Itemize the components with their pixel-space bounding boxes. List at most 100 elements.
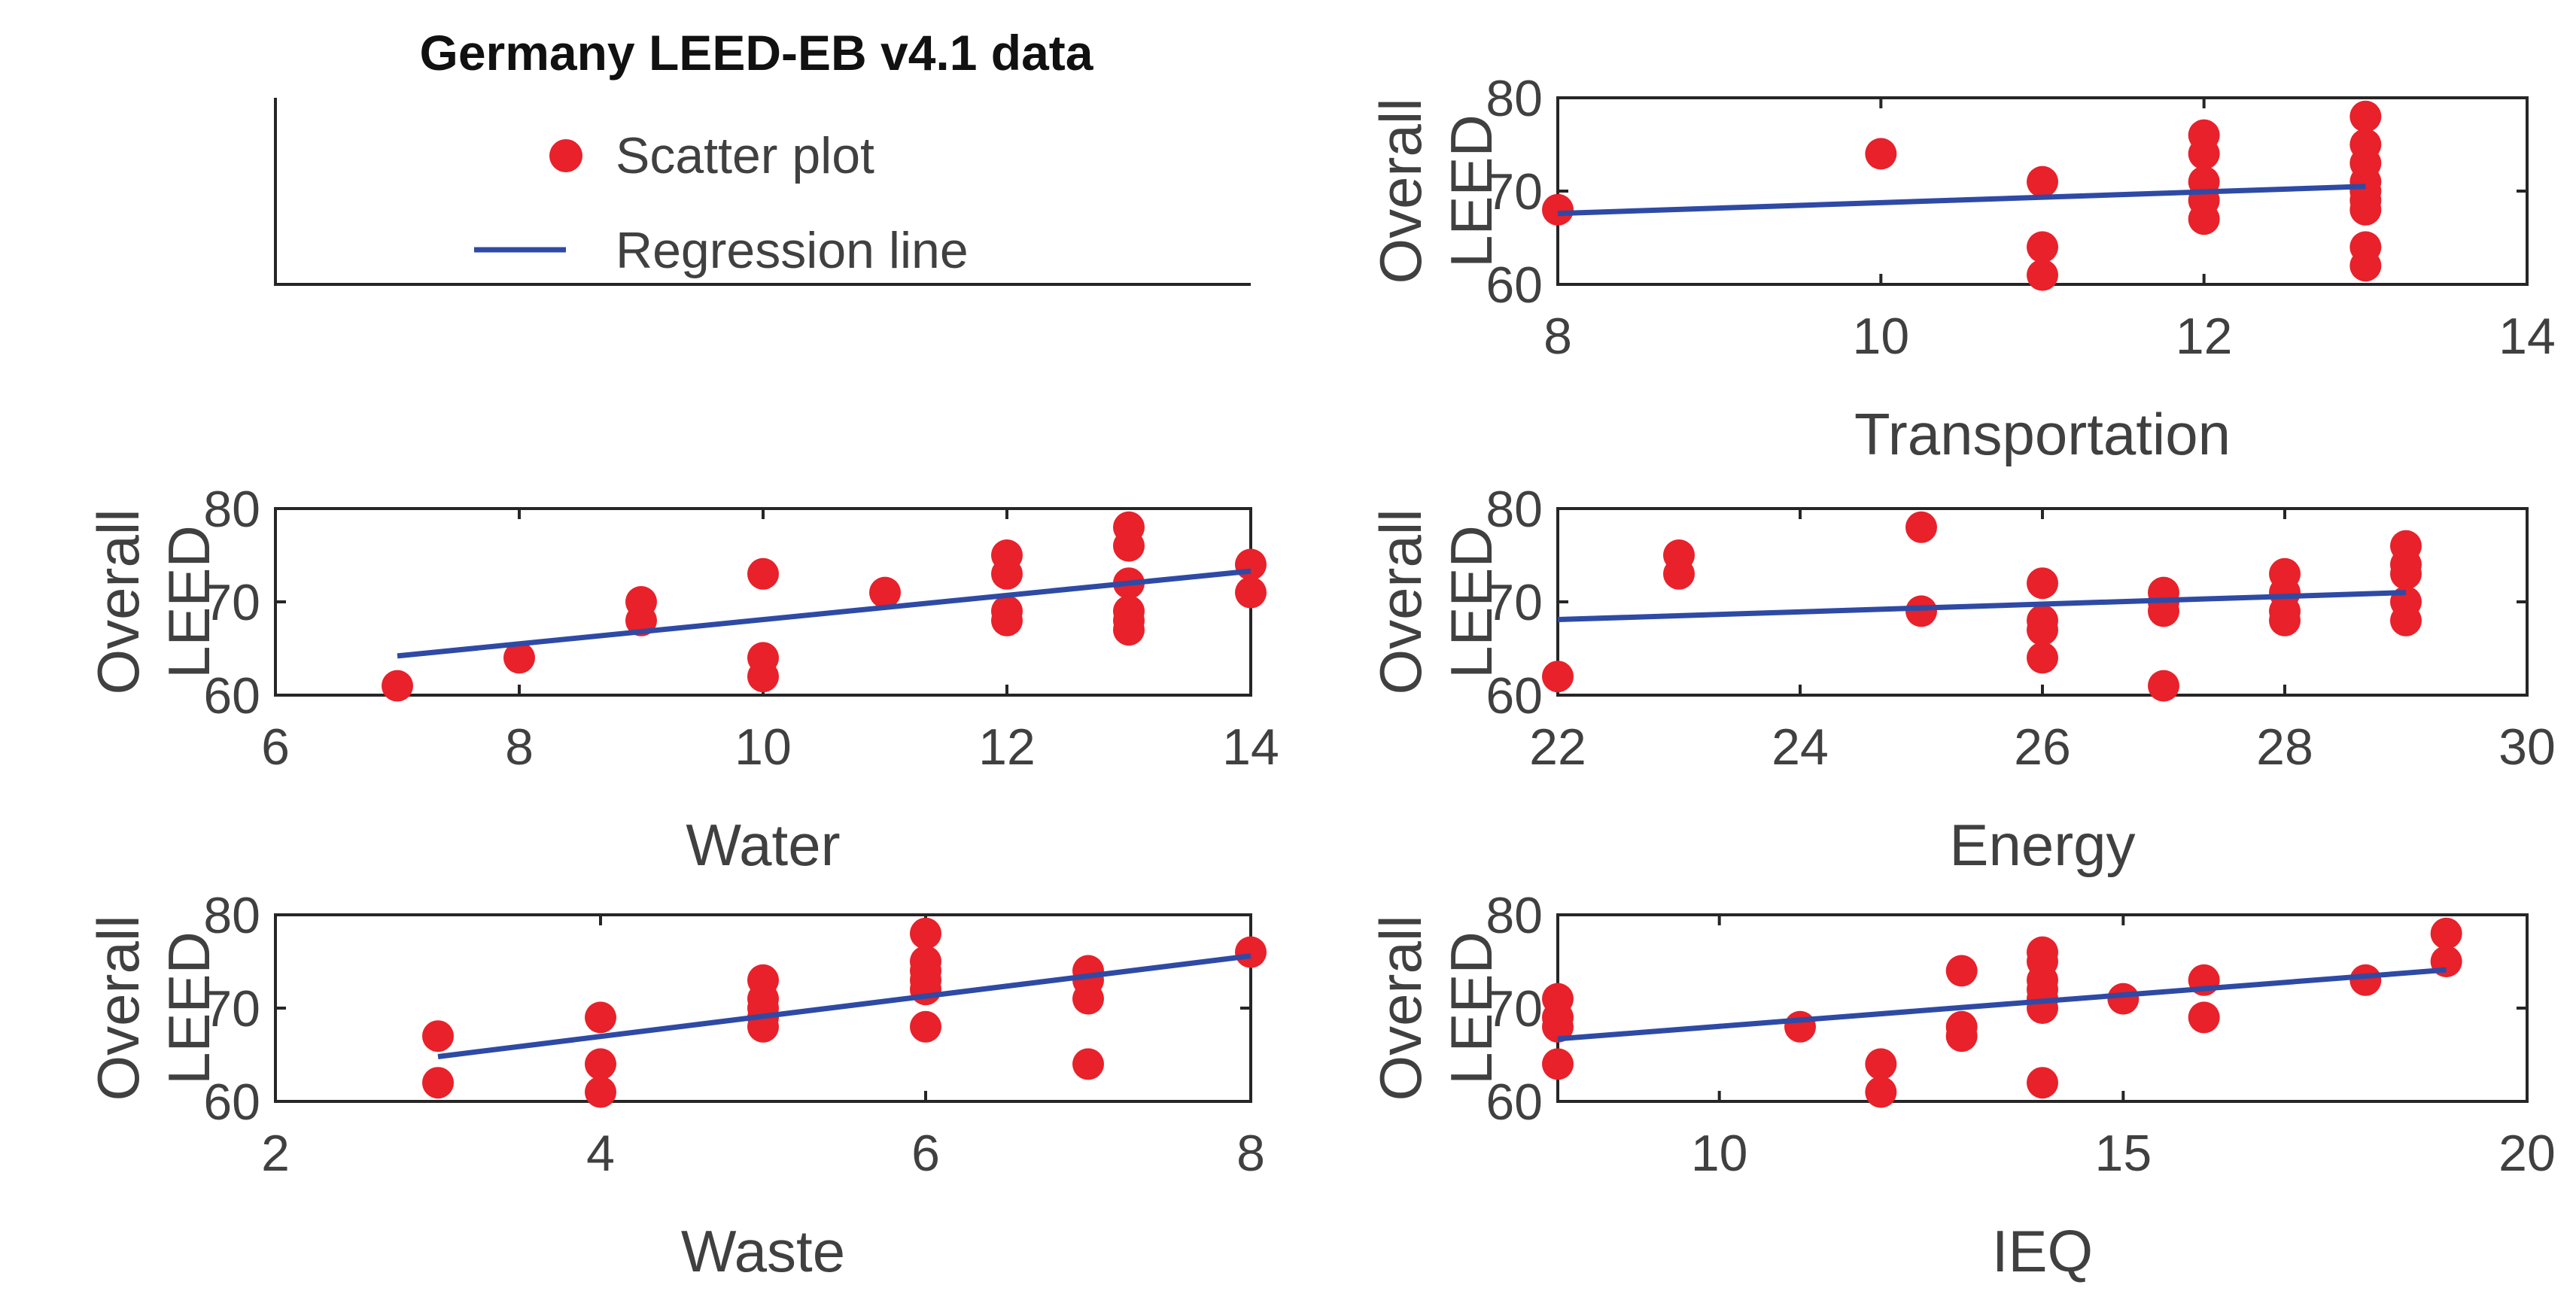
transportation-scatter-point <box>2349 100 2382 132</box>
energy-yaxis-label-line1: Overall <box>1367 509 1434 694</box>
transportation-scatter-point <box>2027 231 2058 263</box>
water-yaxis-label-line2: LEED <box>156 525 222 679</box>
transportation-scatter-point <box>2188 203 2220 235</box>
energy-scatter-point <box>2390 604 2422 636</box>
ieq-scatter-point <box>1945 1020 1978 1052</box>
transportation-scatter-point <box>2188 138 2220 170</box>
ieq-ytick-label: 80 <box>1486 887 1543 944</box>
waste-scatter-point <box>910 974 941 1006</box>
waste-xtick-label: 8 <box>1236 1125 1265 1182</box>
ieq-scatter-point <box>1542 1010 1574 1043</box>
transportation-scatter-point <box>2349 193 2382 226</box>
energy-xaxis-label: Energy <box>1949 812 2135 878</box>
water-scatter-point <box>747 661 779 693</box>
water-scatter-point <box>1235 548 1267 581</box>
ieq-scatter-point <box>1542 1048 1574 1080</box>
waste-scatter-point <box>585 1076 616 1108</box>
ieq-scatter-point <box>1865 1076 1897 1108</box>
waste-scatter-point <box>910 917 941 949</box>
transportation-xtick-label: 8 <box>1543 308 1572 365</box>
transportation-xaxis-label: Transportation <box>1854 401 2231 467</box>
water-scatter-point <box>1113 530 1145 562</box>
water-yaxis-label-line1: Overall <box>85 509 151 694</box>
waste-xtick-label: 4 <box>586 1125 615 1182</box>
water-regression-line <box>397 568 1252 659</box>
transportation-yaxis-label-line1: Overall <box>1367 98 1434 284</box>
ieq-ytick-label: 60 <box>1486 1074 1543 1131</box>
water-scatter-point <box>382 670 413 702</box>
waste-xaxis-label: Waste <box>681 1218 845 1284</box>
subplot-waste: 60 70 80 2 4 6 8 Waste Overall LEED <box>85 887 1267 1284</box>
energy-xtick-label: 22 <box>1529 718 1586 776</box>
waste-scatter-point <box>910 1010 941 1043</box>
energy-xtick-label: 24 <box>1772 718 1829 776</box>
ieq-yaxis-label-line1: Overall <box>1367 915 1434 1101</box>
water-xtick-label: 14 <box>1222 718 1279 776</box>
water-xaxis-label: Water <box>686 812 840 878</box>
energy-ytick-label: 70 <box>1486 574 1543 631</box>
water-scatter-point <box>869 576 901 609</box>
transportation-scatter-point <box>1865 138 1897 170</box>
waste-scatter-point <box>1235 936 1267 968</box>
ieq-xaxis-label: IEQ <box>1992 1218 2093 1284</box>
water-scatter-point <box>747 557 779 590</box>
energy-scatter-point <box>2027 642 2058 674</box>
transportation-scatter-point <box>2349 250 2382 282</box>
ieq-scatter-point <box>2349 964 2382 996</box>
ieq-scatter-point <box>1865 1048 1897 1080</box>
waste-regression-line <box>437 953 1252 1059</box>
ieq-xtick-label: 10 <box>1691 1125 1748 1182</box>
waste-ytick-label: 70 <box>203 980 260 1037</box>
energy-ytick-label: 80 <box>1486 481 1543 538</box>
water-scatter-point <box>1235 576 1267 609</box>
energy-scatter-point <box>1542 661 1574 693</box>
energy-xtick-label: 26 <box>2014 718 2071 776</box>
waste-scatter-point <box>1072 983 1104 1015</box>
water-xtick-label: 10 <box>734 718 792 776</box>
ieq-scatter-point <box>2430 917 2462 949</box>
ieq-yaxis-label-line2: LEED <box>1438 931 1504 1085</box>
energy-yaxis-label-line2: LEED <box>1438 525 1504 679</box>
legend: Scatter plot Regression line <box>274 98 1251 286</box>
subplot-energy: 60 70 80 22 24 26 28 30 Energy Overall LEED <box>1367 481 2556 878</box>
transportation-scatter-point <box>1542 193 1574 226</box>
energy-ytick-label: 60 <box>1486 667 1543 724</box>
ieq-scatter-point <box>1784 1010 1816 1043</box>
water-xtick-label: 12 <box>978 718 1036 776</box>
energy-scatter-point <box>2027 567 2058 600</box>
ieq-xtick-label: 15 <box>2095 1125 2152 1182</box>
waste-scatter-point <box>422 1020 454 1052</box>
water-ytick-label: 60 <box>203 667 260 724</box>
ieq-scatter-point <box>2027 1067 2058 1099</box>
ieq-scatter-point <box>1945 955 1978 987</box>
water-scatter-point <box>503 642 535 674</box>
ieq-regression-line <box>1557 967 2447 1042</box>
figure-title: Germany LEED-EB v4.1 data <box>420 25 1094 80</box>
energy-scatter-point <box>2390 557 2422 590</box>
waste-scatter-point <box>1072 1048 1104 1080</box>
legend-scatter-marker <box>549 139 582 172</box>
water-xtick-label: 6 <box>261 718 290 776</box>
transportation-regression-line <box>1557 184 2366 217</box>
waste-yaxis-label-line2: LEED <box>156 931 222 1085</box>
water-scatter-point <box>991 557 1023 590</box>
waste-yaxis-label-line1: Overall <box>85 915 151 1101</box>
transportation-ytick-label: 60 <box>1486 257 1543 314</box>
ieq-scatter-point <box>2107 983 2140 1015</box>
transportation-ytick-label: 80 <box>1486 70 1543 127</box>
energy-xtick-label: 30 <box>2498 718 2556 776</box>
energy-scatter-point <box>2027 614 2058 646</box>
subplot-water: 60 70 80 6 8 10 12 14 Water Overall LEED <box>85 481 1279 878</box>
energy-scatter-point <box>2148 670 2179 702</box>
waste-ytick-label: 80 <box>203 887 260 944</box>
transportation-ytick-label: 70 <box>1486 163 1543 220</box>
waste-xtick-label: 2 <box>261 1125 290 1182</box>
waste-scatter-point <box>422 1067 454 1099</box>
ieq-scatter-point <box>2188 1001 2220 1034</box>
waste-xtick-label: 6 <box>911 1125 940 1182</box>
water-ytick-label: 80 <box>203 481 260 538</box>
transportation-scatter-point <box>2027 166 2058 198</box>
water-xtick-label: 8 <box>505 718 534 776</box>
water-scatter-point <box>1113 614 1145 646</box>
